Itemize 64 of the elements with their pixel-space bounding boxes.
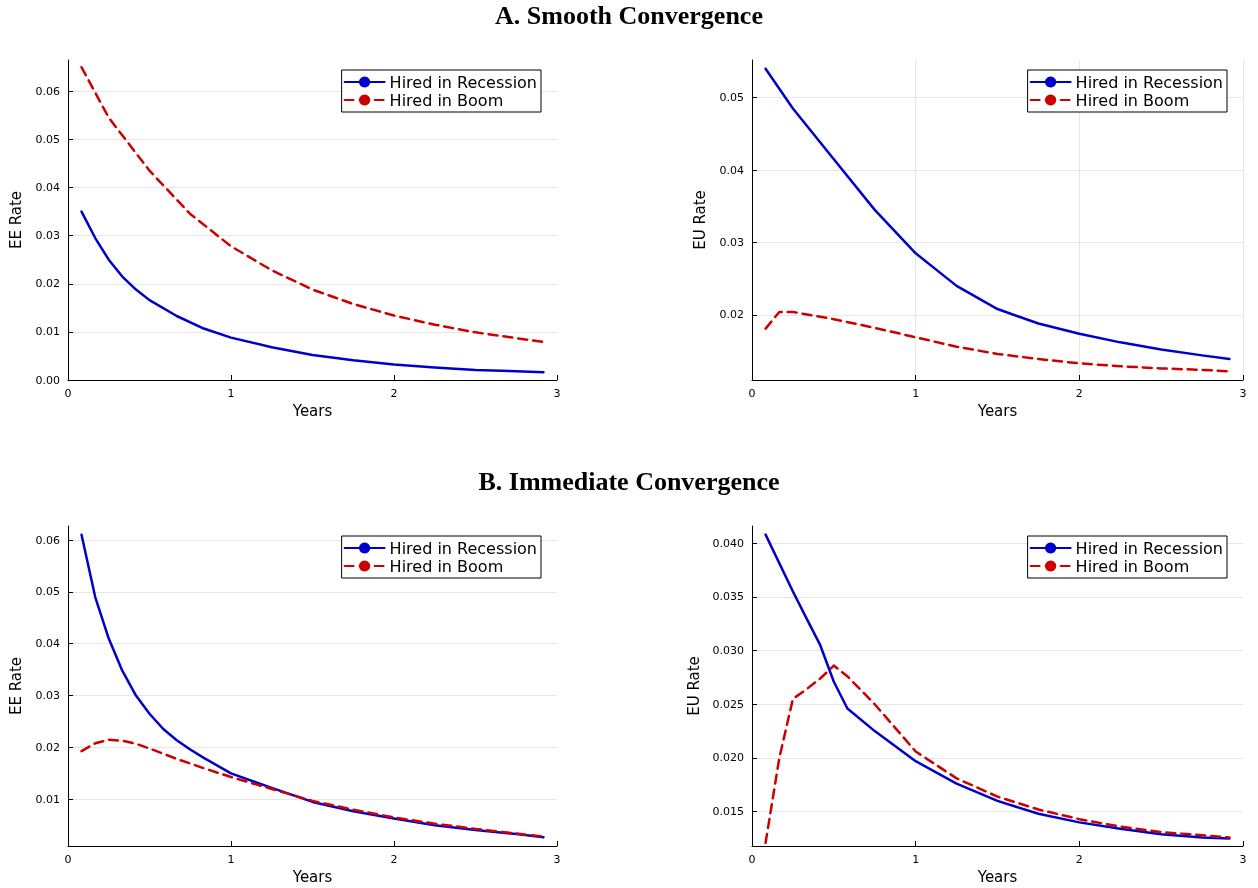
text: B. Immediate Convergence (477, 466, 781, 498)
line-series (764, 533, 1231, 840)
y-axis-title: EE Rate (6, 190, 25, 250)
y-tick-label: 0.03 (719, 235, 744, 249)
x-tick-label: 2 (1075, 387, 1083, 400)
x-tick-label: 3 (553, 853, 561, 866)
x-tick-label: 3 (1239, 387, 1247, 400)
x-tick-label: 2 (390, 853, 398, 866)
text: A. Smooth Convergence (494, 0, 764, 32)
y-tick-label: 0.04 (35, 637, 60, 651)
line-series (764, 664, 1231, 845)
legend-label: Hired in Boom (1075, 556, 1190, 576)
y-tick-label: 0.01 (35, 792, 60, 806)
x-tick-label: 0 (748, 387, 756, 400)
x-tick-label: 0 (64, 853, 72, 866)
line-series (80, 738, 545, 838)
legend-label: Hired in Recession (389, 72, 537, 92)
x-tick-label: 1 (227, 387, 235, 400)
legend-label: Hired in Recession (1075, 538, 1223, 558)
legend-label: Hired in Boom (1075, 90, 1190, 110)
y-tick-label: 0.03 (35, 689, 60, 703)
y-axis-title: EU Rate (690, 190, 709, 250)
y-tick-label: 0.05 (35, 585, 60, 599)
line-series (764, 67, 1231, 361)
x-tick-label: 1 (912, 387, 920, 400)
x-tick-label: 0 (748, 853, 756, 866)
legend-label: Hired in Boom (389, 90, 504, 110)
x-tick-label: 2 (1075, 853, 1083, 866)
x-axis-title: Years (291, 402, 333, 421)
x-tick-label: 3 (553, 387, 561, 400)
y-tick-label: 0.025 (712, 697, 744, 711)
x-tick-label: 2 (390, 387, 398, 400)
y-tick-label: 0.06 (35, 84, 60, 98)
y-tick-label: 0.02 (35, 740, 60, 754)
y-tick-label: 0.05 (35, 132, 60, 146)
y-tick-label: 0.06 (35, 533, 60, 547)
y-tick-label: 0.03 (35, 229, 60, 243)
y-tick-label: 0.020 (712, 751, 744, 765)
y-tick-label: 0.04 (719, 163, 744, 177)
x-tick-label: 3 (1239, 853, 1247, 866)
legend-label: Hired in Boom (389, 556, 504, 576)
y-axis-title: EE Rate (6, 656, 25, 716)
y-tick-label: 0.02 (719, 308, 744, 322)
y-tick-label: 0.040 (712, 536, 744, 550)
y-tick-label: 0.00 (35, 373, 60, 387)
line-series (80, 210, 545, 374)
x-tick-label: 1 (227, 853, 235, 866)
y-tick-label: 0.05 (719, 91, 744, 105)
y-tick-label: 0.04 (35, 181, 60, 195)
y-tick-label: 0.015 (712, 805, 744, 819)
line-series (764, 310, 1231, 373)
line-series (80, 65, 545, 344)
x-tick-label: 1 (912, 853, 920, 866)
legend-label: Hired in Recession (389, 538, 537, 558)
x-axis-title: Years (976, 868, 1018, 887)
y-tick-label: 0.030 (712, 644, 744, 658)
y-tick-label: 0.035 (712, 590, 744, 604)
x-axis-title: Years (976, 402, 1018, 421)
x-tick-label: 0 (64, 387, 72, 400)
legend-label: Hired in Recession (1075, 72, 1223, 92)
x-axis-title: Years (291, 868, 333, 887)
y-tick-label: 0.02 (35, 277, 60, 291)
y-tick-label: 0.01 (35, 325, 60, 339)
y-axis-title: EU Rate (685, 656, 704, 716)
